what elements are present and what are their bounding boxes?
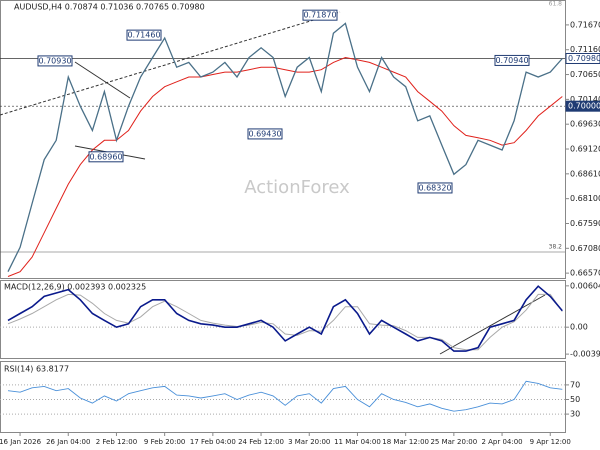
- x-tick-label: 2 Apr 04:00: [481, 438, 522, 446]
- y-tick-label: 0.68610: [570, 169, 600, 178]
- annotation-label: 0.70940: [495, 56, 528, 65]
- annotation-label: 0.70930: [38, 56, 71, 65]
- x-tick-label: 9 Apr 12:00: [530, 438, 571, 446]
- macd-header: MACD(12,26,9) 0.002393 0.002325: [4, 283, 146, 292]
- fib-label: 61.8: [549, 1, 563, 8]
- annotation-box: [247, 128, 283, 140]
- annotation-box: [88, 151, 124, 163]
- y-tick-label: 70: [570, 380, 580, 389]
- x-tick-label: 9 Feb 20:00: [144, 438, 185, 446]
- y-tick-label: 0.69630: [570, 120, 600, 129]
- annotation-box: [494, 54, 530, 66]
- x-tick-label: 3 Mar 20:00: [288, 438, 330, 446]
- y-tick-label: 0.006048: [570, 281, 600, 290]
- rsi-panel: [0, 361, 566, 433]
- level-label: 0.70980: [568, 54, 600, 63]
- y-tick-label: 0.00: [570, 323, 588, 332]
- y-tick-label: 0.67080: [570, 244, 600, 253]
- y-tick-label: 0.69120: [570, 145, 600, 154]
- x-tick-label: 26 Jan 04:00: [46, 438, 90, 446]
- level-box: [565, 52, 600, 64]
- annotation-box: [126, 29, 162, 41]
- y-tick-label: 0.67590: [570, 219, 600, 228]
- annotation-label: 0.69430: [248, 129, 281, 138]
- moving-average: [7, 56, 563, 277]
- y-tick-label: 0.68100: [570, 194, 600, 203]
- annotation-box: [417, 182, 453, 194]
- x-tick-label: 18 Mar 12:00: [382, 438, 429, 446]
- macd-panel: [0, 280, 566, 359]
- y-tick-label: 0.70650: [570, 70, 600, 79]
- trend-line: [0, 11, 341, 116]
- x-tick-label: 2 Feb 12:00: [96, 438, 137, 446]
- watermark: ActionForex: [244, 177, 350, 198]
- annotation-label: 0.68320: [418, 183, 451, 192]
- rsi-header: RSI(14) 63.8177: [4, 365, 69, 374]
- annotation-label: 0.71870: [303, 11, 336, 20]
- y-tick-label: 0.71670: [570, 20, 600, 29]
- x-tick-label: 25 Mar 20:00: [430, 438, 477, 446]
- x-tick-label: 11 Mar 04:00: [334, 438, 381, 446]
- annotation-label: 0.71460: [127, 31, 160, 40]
- macd-line: [7, 285, 563, 352]
- price-line: [7, 22, 563, 272]
- fib-label: 38.2: [549, 244, 563, 251]
- y-tick-label: 0.70140: [570, 95, 600, 104]
- x-tick-label: 17 Feb 04:00: [190, 438, 236, 446]
- y-tick-label: 0.71160: [570, 45, 600, 54]
- rsi-line: [7, 380, 563, 412]
- annotation-box: [37, 55, 73, 67]
- trend-line: [74, 61, 131, 99]
- level-box: [565, 100, 600, 112]
- trend-line: [439, 294, 546, 355]
- x-tick-label: 24 Feb 12:00: [238, 438, 284, 446]
- y-tick-label: 0.66570: [570, 269, 600, 278]
- y-tick-label: 30: [570, 410, 580, 419]
- chart-header: AUDUSD,H4 0.70874 0.71036 0.70765 0.7098…: [14, 3, 205, 12]
- annotation-label: 0.68960: [89, 152, 122, 161]
- annotation-box: [302, 9, 338, 21]
- level-label: 0.70000: [568, 102, 600, 111]
- y-tick-label: 50: [570, 395, 580, 404]
- y-tick-label: -0.00394: [570, 350, 600, 359]
- price-panel: [0, 0, 566, 279]
- x-tick-label: 16 Jan 2026: [0, 438, 42, 446]
